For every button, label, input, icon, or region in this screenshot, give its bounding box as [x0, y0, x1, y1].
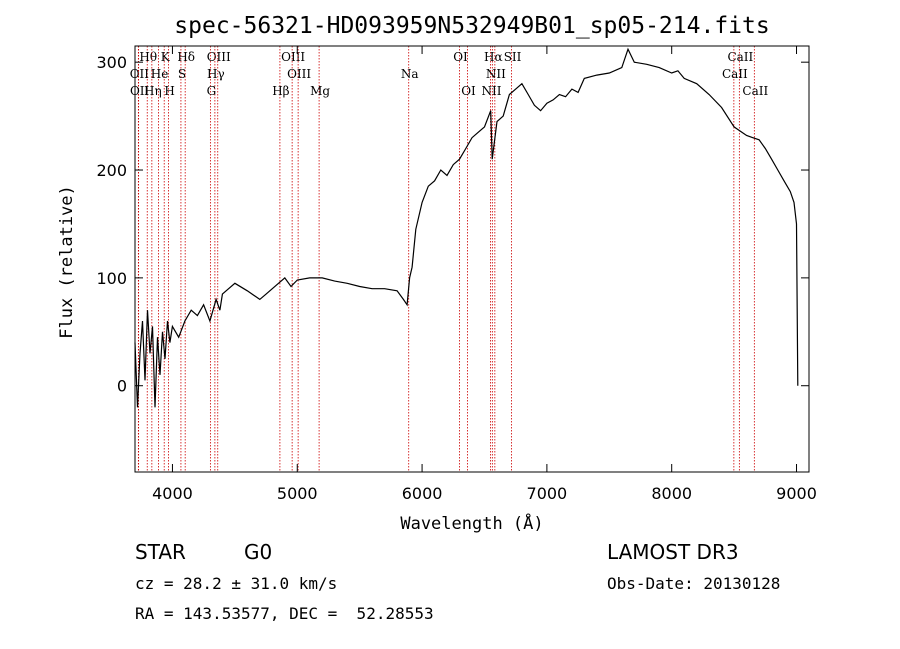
y-tick-label: 300 — [96, 53, 127, 72]
line-label: H — [164, 84, 174, 98]
coordinates: RA = 143.53577, DEC = 52.28553 — [135, 604, 434, 623]
survey-name: LAMOST DR3 — [607, 540, 739, 564]
line-label: Hη — [144, 84, 162, 98]
object-class: STAR — [135, 540, 186, 564]
chart-title: spec-56321-HD093959N532949B01_sp05-214.f… — [174, 13, 769, 39]
x-tick-label: 4000 — [152, 484, 193, 503]
x-tick-label: 6000 — [402, 484, 443, 503]
object-subclass: G0 — [244, 540, 273, 564]
line-label: G — [207, 84, 217, 98]
line-label: NII — [481, 84, 501, 98]
line-label: CaII — [727, 50, 753, 64]
spectrum-line — [134, 47, 799, 408]
line-label: Hγ — [207, 67, 225, 81]
x-axis-label: Wavelength (Å) — [400, 512, 543, 534]
line-label: CaII — [722, 67, 748, 81]
line-label: Na — [401, 67, 419, 81]
line-markers: Hθ K Hδ OIII OIII OI Hα SII CaII OII He S Hγ OIII Na NI… — [130, 46, 768, 472]
x-tick-label: 9000 — [776, 484, 817, 503]
line-label: Hθ — [139, 50, 157, 64]
line-label: Hδ — [177, 50, 195, 64]
line-label: NII — [486, 67, 506, 81]
line-label: He — [151, 67, 169, 81]
redshift-text: cz = 28.2 ± 31.0 km/s — [135, 574, 338, 593]
x-tick-label: 7000 — [527, 484, 568, 503]
line-label: OII — [130, 67, 150, 81]
y-tick-label: 100 — [96, 269, 127, 288]
obs-date: Obs-Date: 20130128 — [607, 574, 781, 593]
line-label: K — [161, 50, 171, 64]
line-label: OIII — [287, 67, 311, 81]
line-label: Mg — [310, 84, 330, 98]
line-label: Hβ — [272, 84, 289, 98]
line-label: S — [178, 67, 186, 81]
y-axis: 0 100 200 300 — [96, 53, 809, 396]
line-label: CaII — [742, 84, 768, 98]
plot-frame — [134, 45, 810, 473]
y-tick-label: 0 — [117, 377, 127, 396]
x-axis: 4000 5000 6000 7000 8000 9000 — [152, 46, 817, 503]
x-tick-label: 5000 — [277, 484, 318, 503]
line-label: Hα — [484, 50, 503, 64]
y-axis-label: Flux (relative) — [57, 185, 77, 339]
line-label: SII — [504, 50, 522, 64]
y-tick-label: 200 — [96, 161, 127, 180]
line-label: OIII — [207, 50, 231, 64]
line-label: OI — [453, 50, 468, 64]
line-label: OI — [461, 84, 476, 98]
line-label: OIII — [281, 50, 305, 64]
x-tick-label: 8000 — [651, 484, 692, 503]
